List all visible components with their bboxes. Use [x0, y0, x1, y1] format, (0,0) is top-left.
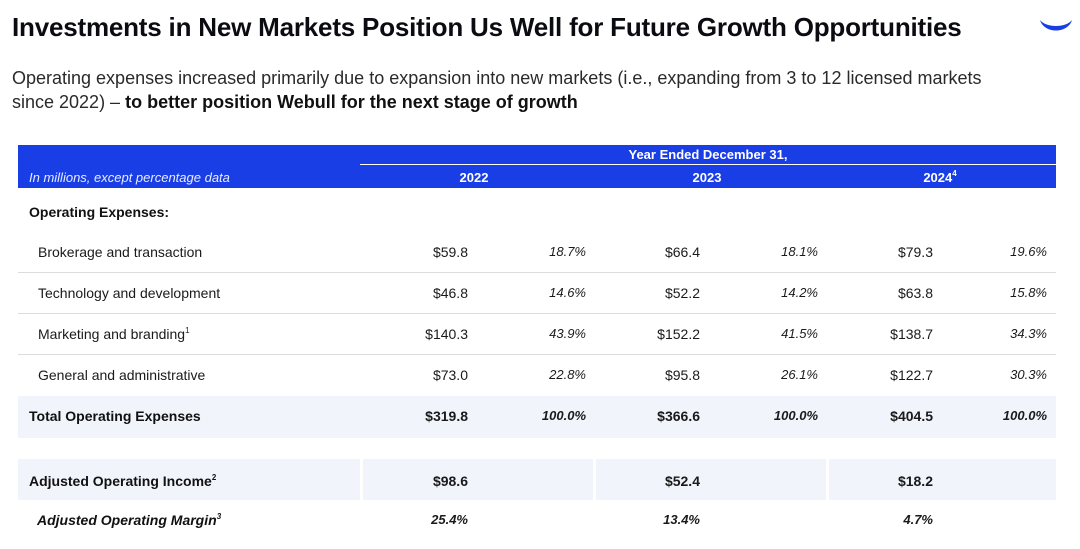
pct-2024: 15.8%	[1010, 285, 1047, 300]
year-header-2023: 2023	[692, 170, 722, 185]
row-spacer	[18, 438, 1056, 459]
total-pct-2023: 100.0%	[773, 408, 818, 423]
table-row: General and administrative $73.0 22.8% $…	[18, 355, 1056, 396]
income-band-2023	[596, 459, 826, 500]
table-row: Marketing and branding1 $140.3 43.9% $15…	[18, 314, 1056, 355]
total-2024: $404.5	[890, 408, 933, 424]
subtitle-text: Operating expenses increased primarily d…	[12, 68, 982, 112]
adj-income-2023: $52.4	[664, 473, 700, 489]
value-2023: $52.2	[664, 285, 700, 301]
adj-margin-label: Adjusted Operating Margin3	[37, 512, 222, 528]
pct-2023: 26.1%	[781, 367, 818, 382]
pct-2024: 19.6%	[1010, 244, 1047, 259]
pct-2022: 14.6%	[549, 285, 586, 300]
adjusted-income-row: Adjusted Operating Income2 $98.6 $52.4 $…	[18, 459, 1056, 500]
pct-2023: 41.5%	[781, 326, 818, 341]
income-band-2024	[829, 459, 1056, 500]
section-label: Operating Expenses:	[29, 204, 170, 220]
pct-2023: 18.1%	[781, 244, 818, 259]
adj-margin-2024: 4.7%	[903, 512, 933, 527]
table-row: Technology and development $46.8 14.6% $…	[18, 273, 1056, 314]
value-2022: $59.8	[432, 244, 468, 260]
adj-income-label: Adjusted Operating Income2	[29, 473, 217, 489]
webull-crescent-icon	[1040, 20, 1072, 31]
year-header-2024: 20244	[923, 169, 957, 185]
slide-title: Investments in New Markets Position Us W…	[12, 12, 962, 42]
value-2023: $66.4	[664, 244, 700, 260]
period-header: Year Ended December 31,	[628, 147, 788, 162]
value-2022: $140.3	[425, 326, 468, 342]
units-note: In millions, except percentage data	[29, 170, 230, 185]
row-label: Technology and development	[38, 285, 221, 301]
header-divider	[360, 164, 1056, 165]
adj-income-2022: $98.6	[432, 473, 468, 489]
adj-margin-2022: 25.4%	[431, 512, 468, 527]
value-2022: $73.0	[432, 367, 468, 383]
year-header-2022: 2022	[459, 170, 489, 185]
slide-subtitle: Operating expenses increased primarily d…	[12, 66, 1012, 114]
adjusted-margin-row: Adjusted Operating Margin3 25.4% 13.4% 4…	[18, 500, 1056, 541]
pct-2024: 34.3%	[1010, 326, 1047, 341]
row-label: General and administrative	[38, 367, 206, 383]
total-pct-2022: 100.0%	[541, 408, 586, 423]
pct-2022: 22.8%	[549, 367, 586, 382]
value-2024: $79.3	[897, 244, 933, 260]
row-label: Brokerage and transaction	[38, 244, 203, 260]
pct-2022: 18.7%	[549, 244, 586, 259]
value-2022: $46.8	[432, 285, 468, 301]
section-row: Operating Expenses:	[18, 188, 1056, 232]
value-2023: $152.2	[657, 326, 700, 342]
income-band-2022	[363, 459, 593, 500]
value-2024: $63.8	[897, 285, 933, 301]
total-label: Total Operating Expenses	[29, 408, 201, 424]
table-header: Year Ended December 31, In millions, exc…	[18, 145, 1056, 188]
value-2023: $95.8	[664, 367, 700, 383]
pct-2022: 43.9%	[549, 326, 586, 341]
adj-income-2024: $18.2	[897, 473, 933, 489]
total-2022: $319.8	[425, 408, 468, 424]
adj-margin-2023: 13.4%	[663, 512, 700, 527]
total-row: Total Operating Expenses $319.8 100.0% $…	[18, 396, 1056, 438]
value-2024: $138.7	[890, 326, 933, 342]
total-2023: $366.6	[657, 408, 700, 424]
income-label-band	[18, 459, 360, 500]
operating-expenses-table: Year Ended December 31, In millions, exc…	[18, 145, 1056, 541]
table-row: Brokerage and transaction $59.8 18.7% $6…	[18, 232, 1056, 273]
row-label: Marketing and branding1	[38, 326, 190, 342]
subtitle-emphasis: to better position Webull for the next s…	[125, 92, 578, 112]
pct-2023: 14.2%	[781, 285, 818, 300]
pct-2024: 30.3%	[1010, 367, 1047, 382]
value-2024: $122.7	[890, 367, 933, 383]
total-pct-2024: 100.0%	[1002, 408, 1047, 423]
